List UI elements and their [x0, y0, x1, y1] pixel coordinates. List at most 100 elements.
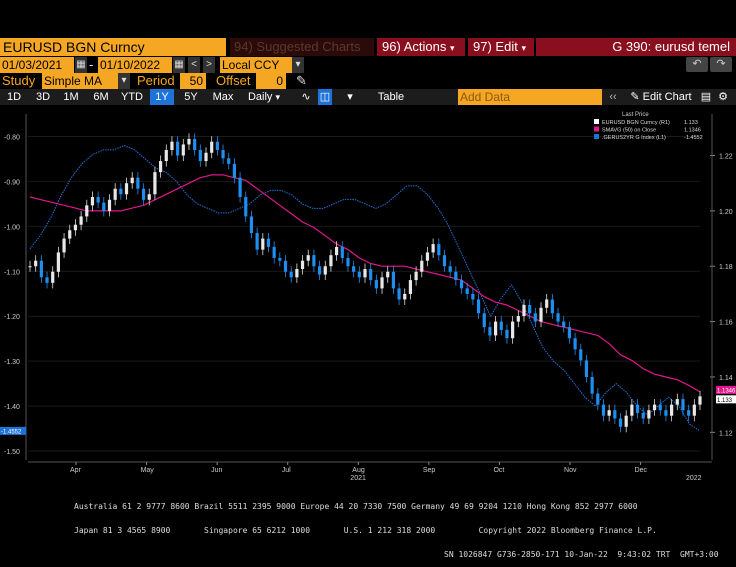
right-axis: 1.22 1.20 1.18 1.16 1.14 1.12	[710, 114, 733, 460]
candle	[675, 393, 679, 411]
left-tick-label: -1.00	[4, 224, 20, 231]
footer-line-2: Japan 81 3 4565 8900 Singapore 65 6212 1…	[74, 526, 657, 535]
candle	[102, 197, 106, 217]
candle-body	[425, 252, 430, 261]
candle-body	[272, 246, 276, 258]
candle	[96, 191, 100, 209]
tab-1y[interactable]: 1Y	[150, 89, 174, 105]
x-tick-label: Oct	[493, 467, 504, 474]
add-data-input[interactable]: Add Data	[458, 89, 602, 105]
chevron-left-icon[interactable]: <	[188, 57, 200, 73]
candle-body	[698, 396, 702, 405]
gear-icon[interactable]: ⚙	[718, 91, 728, 103]
tab-6m[interactable]: 6M	[93, 91, 109, 103]
candle-body	[681, 399, 685, 411]
axis-badges: 1.1346 1.133 -1.4552	[0, 385, 736, 435]
study-select[interactable]: Simple MA	[42, 73, 118, 89]
frequency-select[interactable]: Daily ▾	[242, 89, 286, 105]
candle	[516, 310, 520, 328]
period-input[interactable]: 50	[180, 73, 206, 89]
actions-button[interactable]: 96) Actions ▾	[377, 38, 465, 56]
candle	[374, 274, 378, 294]
candle	[539, 302, 543, 328]
candle-body	[573, 338, 577, 350]
candle-body	[130, 177, 134, 184]
chevron-left-icon[interactable]: ‹‹	[609, 91, 617, 103]
candle	[215, 136, 219, 156]
candle	[232, 158, 237, 184]
candle	[584, 354, 589, 383]
candle-body	[90, 197, 95, 206]
right-badge-label: 1.1346	[717, 388, 736, 394]
candle	[442, 249, 447, 272]
candle	[278, 252, 282, 267]
tab-1d[interactable]: 1D	[6, 91, 22, 103]
line-chart-icon[interactable]: ∿	[301, 91, 311, 103]
tab-max[interactable]: Max	[212, 91, 234, 103]
candle-body	[386, 271, 390, 278]
candle	[335, 241, 339, 261]
chevron-down-icon[interactable]: ▾	[347, 91, 353, 103]
settings-icon[interactable]: ▤	[700, 91, 712, 103]
candle-body	[210, 141, 214, 153]
candle-body	[261, 238, 265, 250]
candle-body	[641, 412, 645, 419]
redo-icon[interactable]: ↷	[710, 57, 732, 72]
candle-body	[488, 327, 492, 336]
candle	[113, 183, 117, 206]
candle-body	[147, 194, 151, 200]
candlestick-icon[interactable]: ◫	[318, 89, 332, 105]
tab-1m[interactable]: 1M	[63, 91, 79, 103]
edit-button[interactable]: 97) Edit ▾	[468, 38, 534, 56]
candle	[493, 316, 498, 341]
candle	[380, 271, 384, 294]
ticker-field[interactable]: EURUSD BGN Curncy	[0, 38, 226, 56]
chevron-right-icon[interactable]: >	[203, 57, 215, 73]
currency-select[interactable]: Local CCY	[220, 57, 292, 73]
candle-body	[596, 393, 600, 405]
chevron-down-icon[interactable]: ▾	[292, 57, 304, 73]
suggested-charts-button[interactable]: 94) Suggested Charts	[230, 38, 374, 56]
candle	[124, 177, 129, 200]
candle-body	[306, 255, 310, 261]
chevron-down-icon[interactable]: ▾	[118, 73, 130, 89]
candle-body	[505, 329, 509, 339]
candle	[596, 388, 600, 411]
candle-body	[556, 313, 560, 322]
tab-ytd[interactable]: YTD	[121, 91, 143, 103]
x-tick-label: Jul	[282, 467, 291, 474]
candle	[312, 249, 316, 272]
candle-body	[652, 404, 657, 411]
start-date-input[interactable]: 01/03/2021	[0, 57, 74, 73]
candle	[624, 410, 628, 433]
candle-body	[647, 410, 651, 419]
undo-icon[interactable]: ↶	[686, 57, 708, 72]
suggested-charts-number: 94)	[234, 39, 253, 54]
pencil-icon[interactable]: ✎	[296, 73, 307, 88]
edit-number: 97)	[473, 39, 492, 54]
candle-body	[437, 244, 441, 256]
candle-body	[670, 404, 674, 416]
candle	[403, 288, 407, 305]
candle	[499, 316, 503, 336]
edit-chart-button[interactable]: ✎ Edit Chart	[626, 89, 696, 105]
candle	[164, 144, 168, 167]
tab-5y[interactable]: 5Y	[184, 91, 198, 103]
candle	[369, 263, 373, 286]
candle-body	[255, 233, 259, 250]
candle	[414, 266, 418, 286]
calendar-icon[interactable]: ▦	[75, 57, 87, 73]
page-title-number: G 390:	[612, 39, 652, 54]
candle-body	[335, 246, 339, 256]
footer: Australia 61 2 9777 8600 Brazil 5511 239…	[74, 487, 719, 567]
end-date-input[interactable]: 01/10/2022	[98, 57, 172, 73]
candle-body	[45, 277, 49, 283]
candle	[505, 324, 509, 344]
candle	[28, 260, 32, 272]
candle-body	[278, 257, 282, 261]
calendar-icon[interactable]: ▦	[173, 57, 185, 73]
candle	[272, 241, 276, 264]
offset-input[interactable]: 0	[256, 73, 286, 89]
tab-3d[interactable]: 3D	[35, 91, 51, 103]
table-button[interactable]: Table	[377, 91, 405, 103]
